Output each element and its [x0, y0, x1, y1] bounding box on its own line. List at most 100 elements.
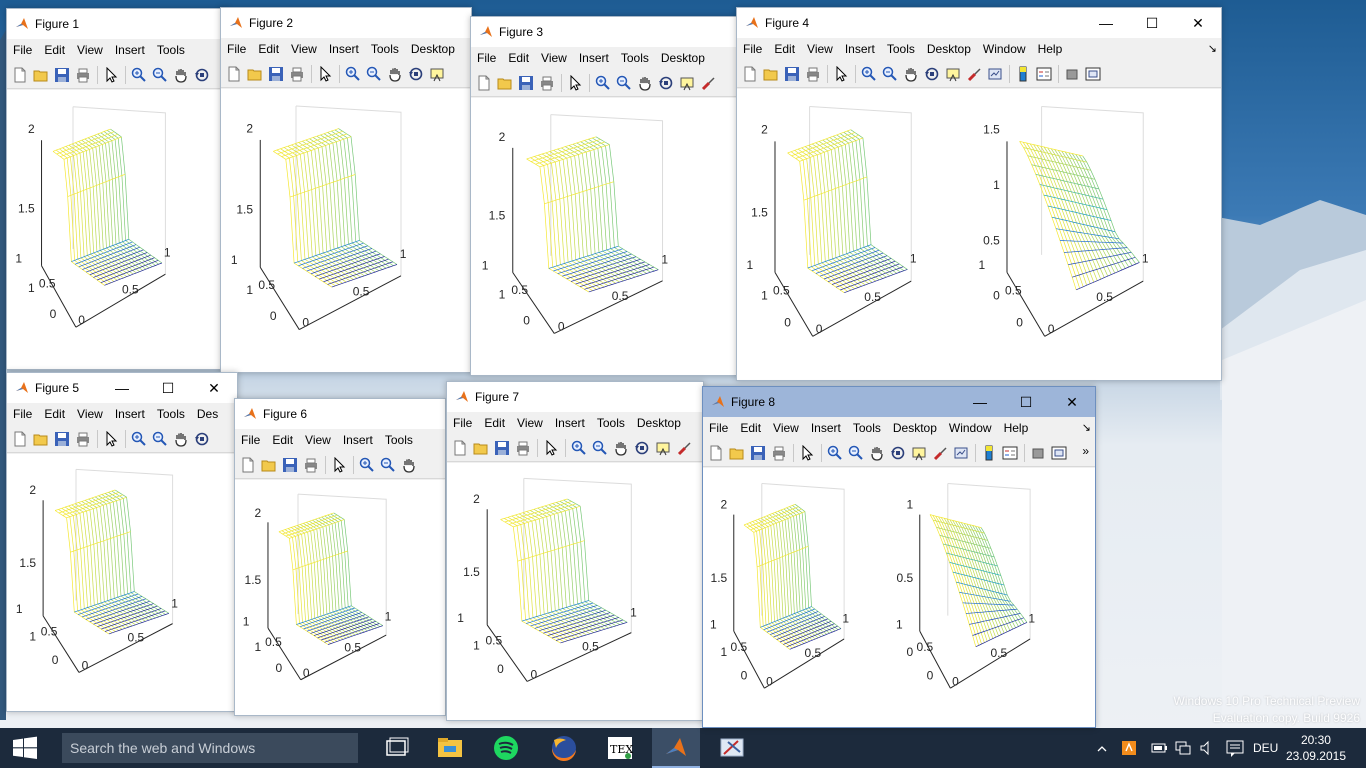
legend-button[interactable]	[1034, 62, 1055, 86]
print-button[interactable]	[513, 436, 534, 460]
legend-button[interactable]	[1000, 441, 1021, 465]
data-cursor-button[interactable]	[909, 441, 930, 465]
figure-window-5[interactable]: Figure 5 — ☐ ✕ File Edit View Insert Tools Des 1…	[6, 372, 238, 712]
menu-file[interactable]: File	[709, 421, 729, 435]
save-button[interactable]	[266, 62, 287, 86]
surface-plot[interactable]: 1 1.5 2 0 0.5 1 0 0.5 1	[7, 454, 237, 711]
pan-hand-button[interactable]	[171, 63, 192, 87]
title-bar[interactable]: Figure 5 — ☐ ✕	[7, 373, 237, 403]
save-button[interactable]	[280, 453, 301, 477]
zoom-in-button[interactable]	[129, 427, 150, 451]
menu-insert[interactable]: Insert	[554, 416, 585, 430]
menu-edit[interactable]: Edit	[44, 43, 66, 57]
menu-insert[interactable]: Insert	[578, 51, 609, 65]
show-plot-tools-button[interactable]	[1083, 62, 1104, 86]
menu-insert[interactable]: Insert	[114, 407, 145, 421]
rotate-3d-button[interactable]	[632, 436, 653, 460]
figure-window-8[interactable]: Figure 8 — ☐ ✕ File Edit View Insert Tools Desk…	[702, 386, 1096, 728]
open-folder-button[interactable]	[259, 453, 280, 477]
pan-hand-button[interactable]	[399, 453, 420, 477]
zoom-out-button[interactable]	[590, 436, 611, 460]
firefox-button[interactable]	[538, 728, 586, 768]
pan-hand-button[interactable]	[171, 427, 192, 451]
hide-plot-tools-button[interactable]	[1062, 62, 1083, 86]
menu-tools[interactable]: Tools	[620, 51, 649, 65]
data-cursor-button[interactable]	[677, 71, 698, 95]
zoom-out-button[interactable]	[150, 427, 171, 451]
network-button[interactable]	[1172, 728, 1194, 768]
open-folder-button[interactable]	[471, 436, 492, 460]
maximize-button[interactable]: ☐	[161, 380, 175, 396]
title-bar[interactable]: Figure 3	[471, 17, 737, 47]
menu-window[interactable]: Window	[948, 421, 992, 435]
maximize-button[interactable]: ☐	[1019, 394, 1033, 410]
menu-view[interactable]: View	[291, 42, 317, 56]
menu-edit[interactable]: Edit	[508, 51, 530, 65]
zoom-out-button[interactable]	[378, 453, 399, 477]
hide-plot-tools-button[interactable]	[1028, 441, 1049, 465]
menu-insert[interactable]: Insert	[844, 42, 875, 56]
open-folder-button[interactable]	[31, 63, 52, 87]
save-button[interactable]	[52, 427, 73, 451]
save-button[interactable]	[492, 436, 513, 460]
minimize-button[interactable]: —	[115, 380, 129, 396]
menu-edit[interactable]: Edit	[774, 42, 796, 56]
menu-insert[interactable]: Insert	[342, 433, 373, 447]
menu-view[interactable]: View	[517, 416, 543, 430]
colorbar-button[interactable]	[1013, 62, 1034, 86]
plot-area[interactable]: 1 1.5 2 0 0.5 1 0 0.5 1	[7, 90, 227, 369]
figure-window-1[interactable]: Figure 1 File Edit View Insert Tools 1 1.5 2 0 0.5…	[6, 8, 228, 370]
surface-plot[interactable]: 1 1.5 2 0 0.5 1 0 0.5 1	[7, 90, 227, 369]
menu-desktop[interactable]: Desktop	[636, 416, 681, 430]
menu-edit[interactable]: Edit	[272, 433, 294, 447]
minimize-button[interactable]: —	[973, 394, 987, 410]
menu-dock-arrow-icon[interactable]: ↘	[1207, 43, 1217, 55]
rotate-3d-button[interactable]	[888, 441, 909, 465]
zoom-in-button[interactable]	[129, 63, 150, 87]
plot-area[interactable]: 1 1.5 2 0 0.5 1 0 0.5 1	[471, 98, 737, 375]
zoom-out-button[interactable]	[614, 71, 635, 95]
menu-file[interactable]: File	[743, 42, 763, 56]
brush-button[interactable]	[964, 62, 985, 86]
snipping-tool-button[interactable]	[708, 728, 756, 768]
pointer-button[interactable]	[101, 427, 122, 451]
menu-edit[interactable]: Edit	[740, 421, 762, 435]
tray-overflow-button[interactable]	[1094, 728, 1110, 768]
menu-tools[interactable]: Tools	[384, 433, 413, 447]
plot-area[interactable]: 1 1.5 2 0 0.5 1 0 0.5 1	[447, 463, 703, 720]
menu-desktop[interactable]: Desktop	[926, 42, 971, 56]
new-file-button[interactable]	[10, 427, 31, 451]
save-button[interactable]	[782, 62, 803, 86]
texmaker-button[interactable]: TEX	[596, 728, 644, 768]
surface-plot[interactable]: 1 1.5 2 0 0.5 1 0 0.5 1	[471, 98, 737, 375]
pan-hand-button[interactable]	[385, 62, 406, 86]
link-plot-button[interactable]	[951, 441, 972, 465]
close-button[interactable]: ✕	[1192, 15, 1204, 31]
zoom-in-button[interactable]	[357, 453, 378, 477]
menu-help[interactable]: Help	[1003, 421, 1029, 435]
print-button[interactable]	[73, 427, 94, 451]
zoom-in-button[interactable]	[569, 436, 590, 460]
new-file-button[interactable]	[450, 436, 471, 460]
battery-button[interactable]	[1148, 728, 1170, 768]
zoom-out-button[interactable]	[846, 441, 867, 465]
menu-file[interactable]: File	[13, 43, 33, 57]
menu-file[interactable]: File	[227, 42, 247, 56]
zoom-in-button[interactable]	[343, 62, 364, 86]
figure-window-7[interactable]: Figure 7 File Edit View Insert Tools Desktop 1 1…	[446, 381, 704, 721]
surface-plot[interactable]: 1 1.5 2 0 0.5 1 0 0.5 1	[221, 89, 471, 372]
pan-hand-button[interactable]	[901, 62, 922, 86]
new-file-button[interactable]	[706, 441, 727, 465]
print-button[interactable]	[769, 441, 790, 465]
print-button[interactable]	[301, 453, 322, 477]
pan-hand-button[interactable]	[867, 441, 888, 465]
open-folder-button[interactable]	[761, 62, 782, 86]
save-button[interactable]	[516, 71, 537, 95]
save-button[interactable]	[52, 63, 73, 87]
menu-insert[interactable]: Insert	[114, 43, 145, 57]
clock[interactable]: 20:30 23.09.2015	[1286, 732, 1346, 764]
zoom-in-button[interactable]	[859, 62, 880, 86]
tray-app-icon[interactable]	[1118, 728, 1140, 768]
figure-window-2[interactable]: Figure 2 File Edit View Insert Tools Desktop 1 1…	[220, 7, 472, 373]
